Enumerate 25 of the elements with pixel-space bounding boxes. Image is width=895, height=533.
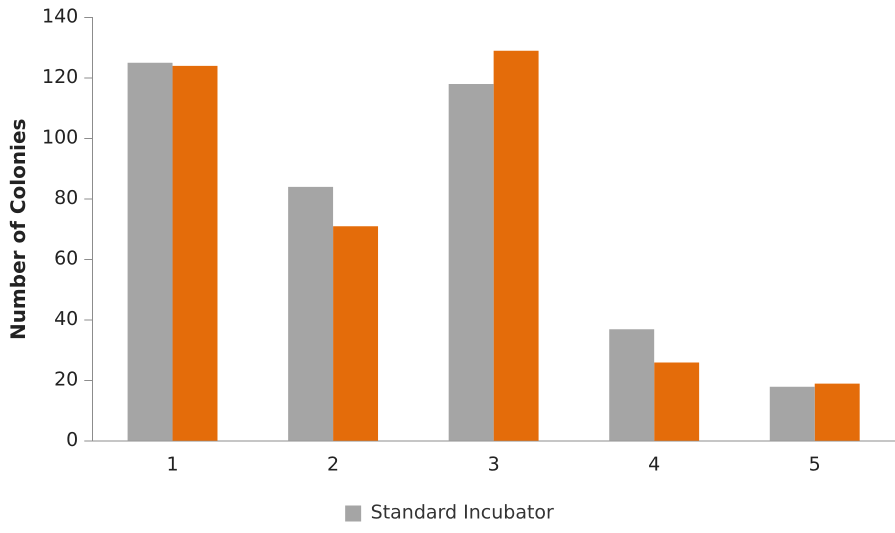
bar (770, 386, 815, 441)
y-tick-label: 120 (42, 66, 78, 88)
bar (494, 50, 539, 441)
x-tick-label: 4 (648, 454, 660, 476)
bar (814, 384, 860, 441)
legend-label: Standard Incubator (370, 501, 554, 524)
y-tick-label: 140 (42, 5, 78, 28)
bar (128, 62, 173, 441)
bar (172, 66, 218, 441)
y-tick-label: 60 (54, 248, 78, 270)
x-tick-label: 3 (488, 454, 500, 476)
y-tick-label: 0 (66, 429, 78, 452)
x-tick-label: 2 (327, 454, 340, 476)
x-tick-label: 5 (808, 454, 821, 476)
y-axis-title: Number of Colonies (6, 118, 30, 340)
y-tick-label: 20 (54, 368, 78, 391)
bar (654, 362, 700, 441)
bar (448, 84, 494, 441)
y-tick-label: 100 (42, 126, 78, 148)
bar (609, 329, 654, 441)
bar (288, 186, 334, 441)
x-tick-label: 1 (166, 454, 179, 476)
bar (333, 226, 378, 441)
y-tick-label: 40 (54, 308, 78, 330)
y-tick-label: 80 (54, 186, 78, 209)
